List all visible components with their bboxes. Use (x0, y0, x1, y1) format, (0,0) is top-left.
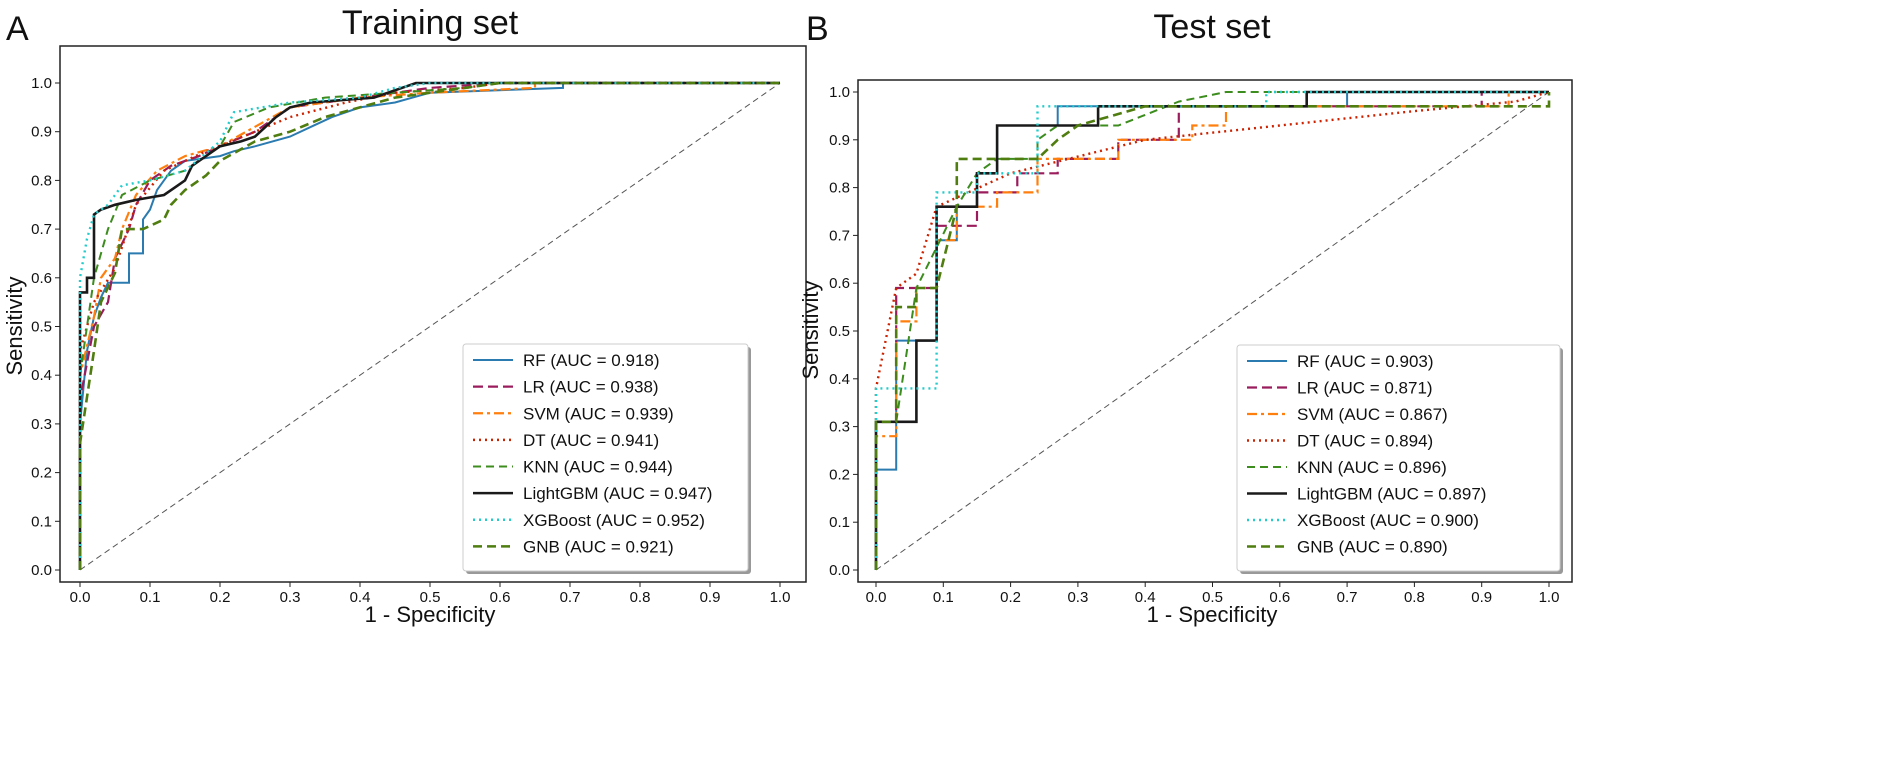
y-tick-label: 0.9 (31, 124, 52, 141)
legend-label-lr: LR (AUC = 0.871) (1297, 379, 1433, 398)
legend-label-lr: LR (AUC = 0.938) (523, 378, 659, 397)
y-tick-label: 0.2 (829, 466, 850, 483)
x-tick-label: 0.6 (490, 589, 511, 606)
x-tick-label: 0.5 (1202, 589, 1223, 606)
x-tick-label: 0.4 (350, 589, 371, 606)
y-tick-label: 0.3 (829, 419, 850, 436)
legend-label-lightgbm: LightGBM (AUC = 0.947) (523, 484, 712, 503)
panel-label: A (6, 10, 29, 48)
x-tick-label: 0.1 (140, 589, 161, 606)
roc-curve-lr (78, 81, 780, 570)
legend-label-dt: DT (AUC = 0.941) (523, 431, 659, 450)
y-tick-label: 0.0 (31, 562, 52, 579)
x-tick-label: 0.7 (1337, 589, 1358, 606)
x-axis-label: 1 - Specificity (1147, 602, 1278, 627)
x-tick-label: 0.4 (1135, 589, 1156, 606)
roc-curve-knn (79, 82, 780, 570)
x-tick-label: 0.8 (1404, 589, 1425, 606)
legend-label-rf: RF (AUC = 0.918) (523, 351, 660, 370)
x-tick-label: 0.2 (210, 589, 231, 606)
legend-label-lightgbm: LightGBM (AUC = 0.897) (1297, 485, 1486, 504)
x-tick-label: 0.2 (1000, 589, 1021, 606)
y-tick-label: 0.0 (829, 562, 850, 579)
chance-diagonal (79, 82, 781, 571)
y-tick-label: 0.7 (31, 221, 52, 238)
y-tick-label: 0.4 (31, 367, 52, 384)
x-tick-label: 1.0 (1539, 589, 1560, 606)
y-tick-label: 0.6 (829, 275, 850, 292)
y-tick-label: 0.5 (31, 319, 52, 336)
legend-label-dt: DT (AUC = 0.894) (1297, 432, 1433, 451)
x-tick-label: 0.5 (420, 589, 441, 606)
legend-box (1236, 344, 1561, 572)
y-tick-label: 0.2 (31, 465, 52, 482)
y-tick-label: 0.7 (829, 227, 850, 244)
legend-label-gnb: GNB (AUC = 0.921) (523, 537, 674, 556)
x-tick-label: 0.3 (280, 589, 301, 606)
roc-curve-gnb (874, 92, 1551, 570)
x-tick-label: 0.3 (1067, 589, 1088, 606)
x-tick-label: 0.9 (1471, 589, 1492, 606)
y-axis-label: Sensitivity (2, 276, 27, 375)
y-tick-label: 0.8 (829, 180, 850, 197)
y-tick-label: 0.6 (31, 270, 52, 287)
chart-title: Training set (342, 4, 519, 42)
y-tick-label: 0.3 (31, 416, 52, 433)
y-tick-label: 1.0 (829, 84, 850, 101)
legend-label-knn: KNN (AUC = 0.944) (523, 458, 673, 477)
x-tick-label: 0.0 (70, 589, 91, 606)
legend-label-xgboost: XGBoost (AUC = 0.952) (523, 511, 705, 530)
legend-label-xgboost: XGBoost (AUC = 0.900) (1297, 511, 1479, 530)
y-tick-label: 0.8 (31, 172, 52, 189)
panel-training-set: A Training set 1 - Specificity Sensitivi… (2, 4, 807, 627)
roc-curve-xgboost (874, 90, 1549, 570)
chance-diagonal (875, 91, 1550, 571)
legend-label-gnb: GNB (AUC = 0.890) (1297, 538, 1448, 557)
y-axis-label: Sensitivity (798, 280, 823, 379)
roc-curve-lightgbm (78, 81, 780, 570)
y-tick-label: 0.1 (829, 514, 850, 531)
legend-label-svm: SVM (AUC = 0.867) (1297, 405, 1448, 424)
panel-label: B (806, 10, 829, 48)
y-tick-label: 0.1 (31, 513, 52, 530)
y-tick-label: 0.4 (829, 371, 850, 388)
roc-curve-dt (78, 81, 780, 570)
x-tick-label: 0.1 (933, 589, 954, 606)
roc-curve-rf (79, 82, 780, 570)
x-tick-label: 0.7 (560, 589, 581, 606)
roc-curve-svm (78, 81, 780, 570)
legend-box (462, 343, 749, 572)
panel-test-set: B Test set 1 - Specificity Sensitivity 0… (798, 8, 1573, 627)
x-tick-label: 0.8 (630, 589, 651, 606)
legend-label-svm: SVM (AUC = 0.939) (523, 404, 674, 423)
roc-curve-svm (874, 90, 1549, 570)
legend-label-knn: KNN (AUC = 0.896) (1297, 458, 1447, 477)
x-tick-label: 1.0 (770, 589, 791, 606)
chart-title: Test set (1153, 8, 1271, 46)
x-axis-label: 1 - Specificity (365, 602, 496, 627)
roc-curve-gnb (78, 81, 780, 570)
x-tick-label: 0.6 (1269, 589, 1290, 606)
roc-curve-lightgbm (874, 90, 1549, 570)
x-tick-label: 0.0 (866, 589, 887, 606)
plot-frame (59, 45, 807, 583)
legend-label-rf: RF (AUC = 0.903) (1297, 352, 1434, 371)
y-tick-label: 1.0 (31, 75, 52, 92)
x-tick-label: 0.9 (700, 589, 721, 606)
y-tick-label: 0.5 (829, 323, 850, 340)
y-tick-label: 0.9 (829, 132, 850, 149)
